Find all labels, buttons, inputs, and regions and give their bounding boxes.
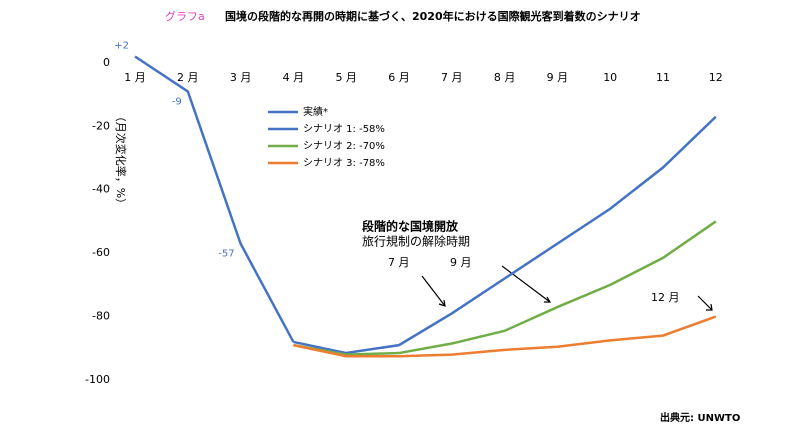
- data-label: -57: [218, 249, 234, 260]
- annotation: 7 月: [388, 256, 410, 269]
- x-tick-label: 9 月: [547, 71, 569, 84]
- legend-label: シナリオ 2: -70%: [303, 140, 385, 152]
- y-tick-label: -40: [92, 183, 110, 196]
- x-tick-label: 4 月: [283, 71, 305, 84]
- x-tick-label: 6 月: [388, 71, 410, 84]
- arrows: [421, 265, 713, 311]
- x-tick-label: 7 月: [441, 71, 463, 84]
- y-tick-label: 0: [103, 56, 110, 69]
- annotation: 9 月: [450, 256, 472, 269]
- series-line: [293, 315, 717, 358]
- x-tick-label: 8 月: [494, 71, 516, 84]
- legend-label: 実績*: [303, 105, 328, 118]
- y-axis-label: （月次変化率，%）: [114, 111, 128, 209]
- y-tick-label: -20: [92, 119, 110, 132]
- y-tick-label: -100: [85, 373, 110, 386]
- y-tick-label: -60: [92, 246, 110, 259]
- series-line: [293, 220, 717, 356]
- series-line: [134, 55, 295, 343]
- series-line: [293, 115, 717, 355]
- x-tick-label: 10: [603, 71, 617, 84]
- x-tick-label: 1 月: [124, 71, 146, 84]
- x-tick-label: 11: [656, 71, 670, 84]
- legend-label: シナリオ 1: -58%: [303, 123, 385, 135]
- chart-title: 国境の段階的な再開の時期に基づく、2020年における国際観光客到着数のシナリオ: [225, 9, 641, 23]
- annotation: 12 月: [651, 291, 680, 304]
- source: 出典元: UNWTO: [660, 411, 740, 424]
- data-label: -9: [172, 96, 182, 107]
- x-tick-label: 12: [709, 71, 723, 84]
- annotation: 旅行規制の解除時期: [362, 234, 470, 249]
- x-tick-label: 3 月: [230, 71, 252, 84]
- header-tag: グラフa: [165, 9, 205, 23]
- data-label: +2: [114, 41, 129, 52]
- annotation: 段階的な国境開放: [362, 219, 459, 234]
- y-tick-label: -80: [92, 310, 110, 323]
- legend-label: シナリオ 3: -78%: [303, 157, 385, 169]
- x-tick-label: 5 月: [335, 71, 357, 84]
- x-tick-label: 2 月: [177, 71, 199, 84]
